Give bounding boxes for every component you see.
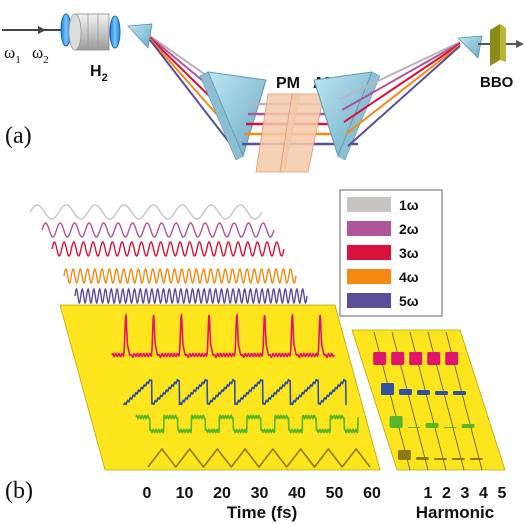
harmonic-panel (351, 329, 506, 471)
omega1-label: ω1 (4, 43, 21, 66)
time-panel (59, 304, 381, 471)
sawtooth-waveform (123, 378, 347, 406)
legend-swatch (347, 269, 391, 284)
time-tick-label: 60 (363, 485, 381, 502)
input-arrow (38, 26, 46, 34)
harmonic-bar (399, 389, 412, 395)
harmonic-bar (461, 424, 475, 428)
time-tick-label: 40 (288, 485, 306, 502)
bbo-label: BBO (480, 74, 514, 91)
legend: 1ω 2ω 3ω 4ω 5ω (339, 189, 443, 317)
harmonic-wave-4 (63, 267, 297, 285)
triangle-waveform (147, 448, 371, 469)
harmonic-bar (427, 352, 441, 365)
harmonic-bar (389, 416, 403, 428)
harmonic-bar (373, 352, 387, 365)
panel-a-label: (a) (5, 123, 32, 149)
legend-label: 3ω (399, 245, 419, 261)
harmonic-bar (397, 450, 411, 460)
legend-label: 4ω (399, 269, 419, 285)
legend-swatch (347, 245, 391, 260)
legend-label: 2ω (399, 221, 419, 237)
output-lens (109, 15, 121, 49)
harmonic-grid (373, 331, 483, 471)
harmonic-bar (425, 423, 439, 428)
harmonic-wave-5 (74, 287, 308, 305)
harmonic-axis-label: Harmonic (416, 503, 494, 522)
harmonic-tick-label: 1 (424, 485, 433, 502)
harmonic-waves (29, 204, 308, 305)
hydrogen-cell (68, 13, 110, 51)
bbo-crystal (490, 24, 506, 66)
harmonic-wave-3 (51, 241, 285, 257)
harmonic-wave-2 (41, 222, 275, 238)
harmonic-bar (407, 427, 421, 428)
harmonic-tick-label: 3 (461, 485, 470, 502)
legend-swatch (347, 293, 391, 308)
harmonic-tick-label: 2 (442, 485, 451, 502)
time-tick-label: 20 (213, 485, 231, 502)
time-axis-label: Time (fs) (227, 503, 298, 522)
input-prism (127, 23, 153, 49)
harmonic-tick-label: 5 (498, 485, 507, 502)
harmonic-bar (435, 391, 448, 395)
legend-label: 5ω (399, 293, 419, 309)
setup-panel: PM AM ω1 ω2 H2 BBO (a) (2, 13, 524, 173)
square-waveform (135, 414, 359, 434)
legend-swatch (347, 197, 391, 212)
synthesized-waveforms (111, 312, 371, 469)
output-arrow (516, 40, 524, 48)
legend-swatch (347, 221, 391, 236)
legend-label: 1ω (399, 197, 419, 213)
harmonic-bar (415, 457, 429, 460)
harmonic-bar (469, 458, 483, 460)
harmonic-bar (433, 458, 447, 460)
pm-label: PM (276, 75, 300, 92)
harmonic-wave-1 (29, 204, 263, 220)
dispersed-beams-out (339, 41, 461, 147)
output-prism (457, 35, 483, 59)
time-tick-label: 50 (326, 485, 344, 502)
time-tick-label: 10 (176, 485, 194, 502)
pulse-train-waveform (111, 312, 335, 359)
harmonic-bar (409, 352, 423, 365)
amplitude-modulator (279, 93, 325, 173)
time-axis-ticks: 0 10 20 30 40 50 60 (143, 485, 381, 502)
omega2-label: ω2 (32, 43, 49, 66)
harmonic-bar (445, 352, 459, 365)
time-tick-label: 30 (251, 485, 269, 502)
harmonic-bar (381, 383, 394, 395)
harmonic-bar (417, 390, 430, 395)
harmonic-bar (451, 458, 465, 460)
harmonic-tick-label: 4 (479, 485, 488, 502)
harmonic-bar (391, 352, 405, 365)
h2-label: H2 (90, 63, 108, 84)
time-tick-label: 0 (143, 485, 152, 502)
panel-b-label: (b) (5, 478, 33, 504)
harmonic-bar (453, 391, 466, 395)
harmonic-bar (443, 427, 457, 428)
